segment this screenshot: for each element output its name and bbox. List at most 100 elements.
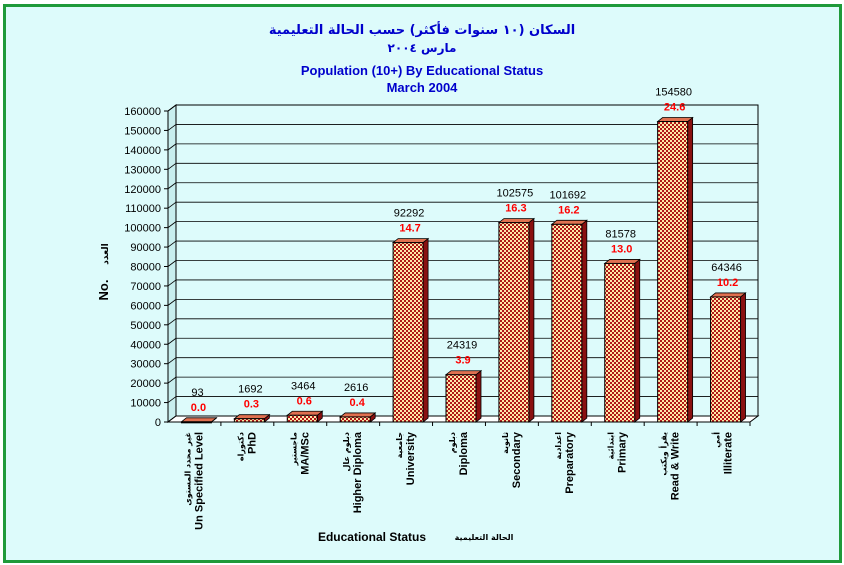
bar-top [550, 219, 588, 225]
bar [180, 421, 212, 424]
bar-side [422, 237, 429, 423]
y-tick-label: 110000 [125, 203, 161, 215]
bar-top [497, 218, 536, 224]
bar-percent-label: 16.3 [505, 203, 526, 215]
bar-value-label: 92292 [394, 208, 425, 220]
bar [710, 296, 742, 423]
bar-percent-label: 16.2 [558, 204, 579, 216]
bar-percent-label: 0.4 [350, 397, 366, 409]
x-tick-label-arabic: جامعية [395, 432, 404, 459]
y-axis-label: No. [96, 280, 111, 301]
bar-side [528, 217, 535, 423]
y-tick-label: 80000 [130, 262, 161, 274]
bar-percent-label: 0.3 [244, 399, 259, 411]
bar-value-label: 24319 [447, 340, 478, 352]
bar-top [339, 412, 377, 418]
y-tick-label: 150000 [124, 125, 161, 137]
bar [551, 223, 583, 423]
x-tick-label-arabic: ابتدائية [607, 432, 616, 460]
bar-percent-label: 13.0 [611, 243, 632, 255]
x-tick-label: PhD [246, 432, 258, 454]
x-axis-label: Educational Status [318, 530, 426, 544]
bar-percent-label: 14.7 [399, 223, 420, 235]
x-tick-label: Read & Write [670, 432, 682, 500]
x-tick-label: Illiterate [723, 432, 735, 474]
x-tick-label-arabic: ماجستير [289, 432, 298, 466]
bar-side [634, 258, 641, 423]
gridline-depth [167, 162, 177, 170]
chart-title: Population (10+) By Educational Status [301, 63, 543, 78]
y-tick-label: 20000 [130, 378, 161, 390]
x-tick-label: Higher Diploma [352, 431, 364, 513]
bar [498, 222, 530, 423]
x-tick-label-arabic: دبلوم عال [342, 432, 351, 471]
x-tick-label-arabic: دكتوراه [236, 432, 245, 461]
gridline-depth [167, 396, 177, 403]
gridline-depth [167, 201, 177, 209]
bar-value-label: 102575 [497, 188, 534, 200]
y-tick-label: 140000 [124, 145, 161, 157]
bar-value-label: 2616 [344, 382, 368, 394]
x-tick-label-arabic: أمي [712, 432, 722, 448]
x-tick-label: Secondary [511, 431, 523, 488]
gridline-depth [167, 143, 177, 151]
bar-value-label: 3464 [291, 380, 315, 392]
bar-top [603, 259, 641, 264]
bar-top [233, 414, 271, 420]
bar [392, 242, 424, 423]
y-tick-label: 90000 [130, 242, 161, 254]
gridline-depth [167, 376, 177, 384]
bar-side [687, 116, 694, 423]
bar-percent-label: 0.6 [297, 395, 312, 407]
bar-percent-label: 24.6 [664, 102, 685, 114]
gridline-depth [167, 299, 177, 306]
gridline-depth [167, 337, 177, 345]
y-tick-label: 10000 [130, 398, 161, 410]
bar-top [444, 370, 483, 376]
bar-top [286, 410, 324, 416]
x-tick-label: Diploma [458, 431, 470, 475]
bar-value-label: 1692 [238, 384, 262, 396]
y-tick-label: 60000 [130, 300, 161, 312]
x-tick-label-arabic: اعدادية [554, 432, 563, 460]
bar-side [740, 292, 746, 423]
gridline-depth [167, 357, 177, 365]
bar-percent-label: 3.9 [455, 355, 470, 367]
bar-value-label: 81578 [605, 228, 636, 240]
bar-value-label: 93 [191, 387, 203, 399]
x-tick-label-arabic: دبلوم [448, 432, 457, 453]
x-tick-label-arabic: يقرأ ويكتب [659, 432, 669, 476]
y-tick-label: 40000 [130, 339, 161, 351]
x-tick-label: Preparatory [564, 431, 576, 494]
x-tick-label: University [405, 431, 417, 485]
chart-title-arabic: السكان (١٠ سنوات فأكثر) حسب الحالة التعل… [269, 21, 575, 38]
bar [233, 418, 265, 423]
bar [657, 121, 689, 423]
y-tick-label: 0 [155, 417, 161, 429]
gridline-depth [167, 124, 177, 131]
gridline-depth [167, 318, 177, 326]
bar [604, 262, 636, 423]
x-axis-label-arabic: الحالة التعليمية [455, 533, 514, 542]
gridline-depth [167, 221, 177, 228]
y-tick-label: 70000 [130, 281, 161, 293]
bar-side [475, 369, 482, 423]
x-tick-label-arabic: ثانوية [501, 432, 510, 454]
gridline-depth [167, 279, 177, 287]
bar-top [656, 117, 694, 122]
x-tick-label: Primary [617, 431, 629, 473]
bar-value-label: 154580 [655, 87, 692, 99]
x-tick-label: Un Specified Level [193, 432, 205, 530]
gridline-depth [167, 240, 177, 248]
gridline-depth [167, 104, 177, 112]
bar-value-label: 64346 [711, 262, 742, 274]
bar-value-label: 101692 [549, 189, 586, 201]
bar-top [180, 417, 218, 423]
y-tick-label: 30000 [130, 359, 161, 371]
chart-subtitle-arabic: مارس ٢٠٠٤ [388, 41, 457, 55]
y-tick-label: 100000 [124, 223, 161, 235]
bar-top [709, 292, 747, 298]
bar [445, 374, 477, 423]
x-tick-label-arabic: غير محدد المستوى [183, 432, 192, 506]
